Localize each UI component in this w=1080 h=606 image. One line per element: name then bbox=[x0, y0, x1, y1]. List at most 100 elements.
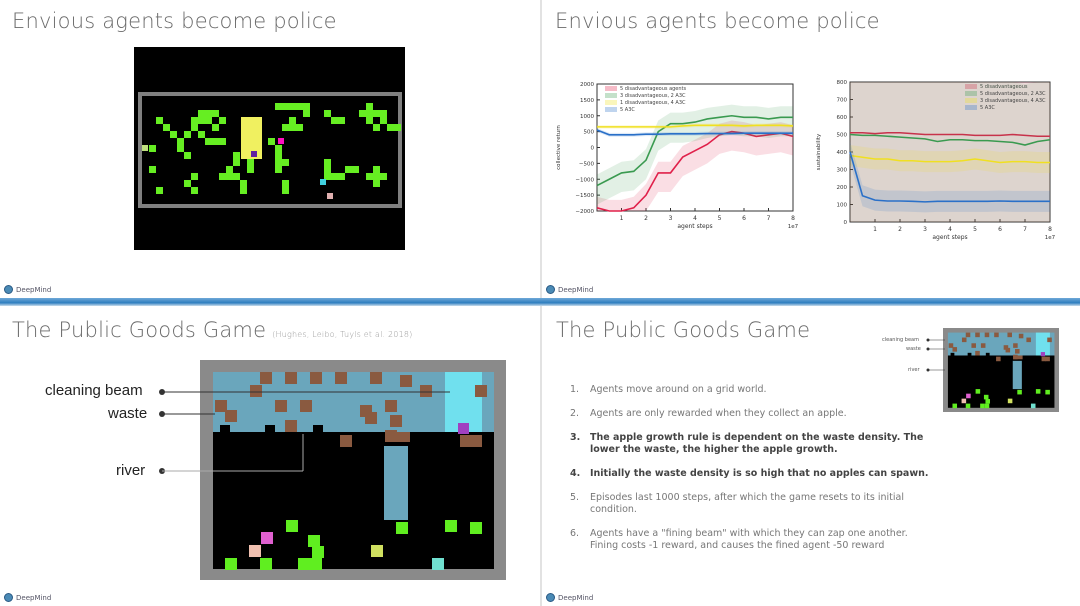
y-tick-label: −1500 bbox=[575, 193, 594, 199]
x-tick-label: 7 bbox=[767, 215, 771, 222]
logo-text: DeepMind bbox=[16, 593, 52, 602]
agent bbox=[249, 545, 261, 557]
deepmind-logo: DeepMind bbox=[546, 593, 593, 602]
apple-tile bbox=[282, 159, 289, 166]
apple-tile bbox=[324, 166, 331, 173]
river bbox=[384, 446, 408, 520]
apple-tile bbox=[247, 166, 254, 173]
x-tick-label: 2 bbox=[644, 215, 648, 222]
label-cleaning-beam: cleaning beam bbox=[45, 382, 143, 399]
waste-tile bbox=[310, 372, 322, 384]
item-number: 4. bbox=[570, 468, 581, 479]
apple-tile bbox=[387, 124, 394, 131]
rules-list: 1. Agents move around on a grid world. 2. A… bbox=[570, 384, 930, 564]
legend-entry: 5 disadvantageous bbox=[980, 84, 1028, 90]
item-number: 3. bbox=[570, 432, 581, 443]
waste-tile bbox=[1013, 355, 1023, 360]
apple-tile bbox=[282, 124, 289, 131]
apple-tile bbox=[240, 180, 247, 187]
waste-tile bbox=[975, 332, 980, 338]
apple-tile bbox=[470, 522, 482, 534]
apple-tile bbox=[156, 187, 163, 194]
apple-tile bbox=[205, 110, 212, 117]
game-grid bbox=[947, 332, 1055, 409]
y-tick-label: 0 bbox=[844, 220, 848, 226]
apple-tile bbox=[373, 166, 380, 173]
y-tick-label: 100 bbox=[837, 203, 848, 209]
item-number: 6. bbox=[570, 528, 580, 539]
waste-tile bbox=[370, 372, 382, 384]
x-tick-label: 6 bbox=[998, 226, 1002, 233]
legend-swatch bbox=[605, 93, 617, 98]
apple-tile bbox=[366, 173, 373, 180]
cleaning-beam bbox=[1035, 332, 1050, 356]
apple-tile bbox=[298, 558, 310, 570]
slide-title: The Public Goods Game (Hughes, Leibo, Tuy… bbox=[12, 318, 412, 342]
game-grid bbox=[213, 372, 494, 570]
apple-tile bbox=[198, 117, 205, 124]
apple-tile bbox=[282, 187, 289, 194]
y-tick-label: 500 bbox=[837, 133, 848, 139]
slide-2: Envious agents become police 1 2 3 4 5 6 7 8 200… bbox=[542, 0, 1080, 298]
apple-tile bbox=[170, 131, 177, 138]
apple-tile bbox=[282, 180, 289, 187]
apple-tile bbox=[233, 173, 240, 180]
apple-tile bbox=[225, 558, 237, 570]
apple-tile bbox=[1035, 389, 1041, 394]
apple-tile bbox=[303, 103, 310, 110]
apple-tile bbox=[205, 138, 212, 145]
apple-tile bbox=[205, 117, 212, 124]
apple-tile bbox=[359, 110, 366, 117]
apple-tile bbox=[156, 117, 163, 124]
x-tick-label: 4 bbox=[948, 226, 952, 233]
legend-swatch bbox=[965, 91, 977, 96]
apple-tile bbox=[191, 173, 198, 180]
apple-tile bbox=[985, 399, 991, 404]
waste-tile bbox=[1041, 356, 1047, 362]
label-pointers bbox=[159, 389, 450, 474]
series-band bbox=[850, 141, 1050, 213]
item-number: 2. bbox=[570, 408, 580, 419]
apple-tile bbox=[184, 152, 191, 159]
legend-swatch bbox=[965, 84, 977, 89]
label-river: river bbox=[116, 462, 146, 479]
waste-tile bbox=[948, 343, 954, 348]
waste-tile bbox=[390, 415, 402, 427]
apple-tile bbox=[308, 535, 320, 547]
agent bbox=[261, 532, 273, 544]
apple-tile bbox=[310, 558, 322, 570]
y-tick-label: 2000 bbox=[580, 82, 594, 88]
waste-tile bbox=[285, 372, 297, 384]
apple-tile bbox=[324, 159, 331, 166]
waste-tile bbox=[285, 420, 297, 432]
deepmind-logo-icon bbox=[546, 285, 555, 294]
citation: (Hughes, Leibo, Tuyls et al. 2018) bbox=[272, 330, 413, 339]
y-axis-label: collective return bbox=[556, 125, 562, 170]
agent bbox=[432, 558, 444, 570]
slide-3: The Public Goods Game (Hughes, Leibo, Tuy… bbox=[0, 306, 540, 606]
waste-tile bbox=[965, 332, 971, 338]
apple-tile bbox=[338, 173, 345, 180]
series-line bbox=[596, 129, 793, 136]
item-text: Initially the waste density is so high t… bbox=[590, 468, 929, 479]
x-tick-label: 5 bbox=[718, 215, 722, 222]
apple-tile bbox=[149, 145, 156, 152]
plot-area bbox=[849, 81, 1051, 223]
list-item: 6. Agents have a "fining beam" with which… bbox=[570, 528, 930, 552]
label-cleaning-beam: cleaning beam bbox=[882, 337, 919, 343]
apple-tile bbox=[191, 187, 198, 194]
agent bbox=[458, 423, 469, 434]
apple-tile bbox=[380, 173, 387, 180]
y-tick-label: 500 bbox=[584, 130, 595, 136]
legend-entry: 1 disadvantageous, 4 A3C bbox=[620, 100, 686, 106]
list-item: 2. Agents are only rewarded when they col… bbox=[570, 408, 930, 420]
item-number: 5. bbox=[570, 492, 580, 503]
x-tick-label: 1 bbox=[873, 226, 877, 233]
waste-tile bbox=[1026, 337, 1031, 343]
agent bbox=[142, 145, 148, 151]
apple-tile bbox=[331, 117, 338, 124]
apple-tile bbox=[149, 166, 156, 173]
apple-tile bbox=[275, 166, 282, 173]
apple-tile bbox=[219, 117, 226, 124]
apple-tile bbox=[952, 403, 958, 409]
